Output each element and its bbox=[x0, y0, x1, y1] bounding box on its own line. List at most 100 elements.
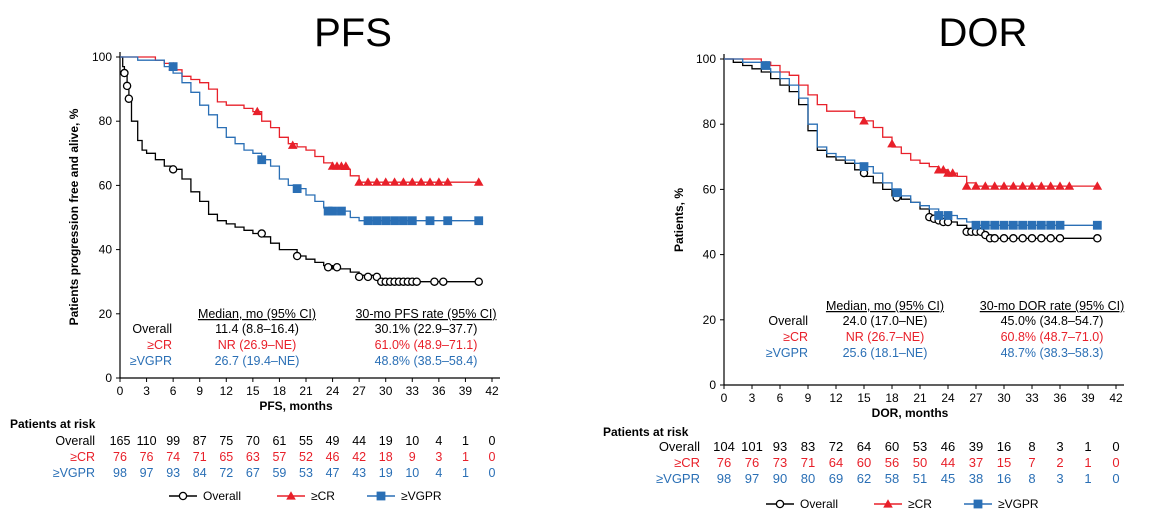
table-median-value: NR (26.9–NE) bbox=[218, 338, 297, 352]
table-median-value: NR (26.7–NE) bbox=[846, 330, 925, 344]
censor-mark-overall bbox=[122, 81, 132, 91]
at-risk-count: 7 bbox=[1028, 455, 1035, 470]
at-risk-count: 98 bbox=[113, 466, 127, 480]
at-risk-count: 55 bbox=[299, 434, 313, 448]
at-risk-row-label: ≥VGPR bbox=[53, 466, 95, 480]
table-row-label: Overall bbox=[768, 314, 808, 328]
at-risk-count: 83 bbox=[801, 439, 815, 454]
x-tick-label: 12 bbox=[829, 391, 843, 405]
censor-mark-vgpr bbox=[892, 188, 902, 198]
table-rate-value: 60.8% (48.7–71.0) bbox=[1001, 330, 1104, 344]
censor-mark-vgpr bbox=[372, 216, 382, 226]
y-tick-label: 0 bbox=[105, 371, 112, 385]
censor-mark-overall bbox=[363, 272, 373, 282]
censor-mark-overall bbox=[120, 68, 129, 78]
censor-mark-overall bbox=[474, 277, 483, 286]
x-tick-label: 42 bbox=[485, 384, 499, 398]
at-risk-count: 0 bbox=[1112, 471, 1119, 486]
table-row-label: ≥CR bbox=[147, 338, 172, 352]
at-risk-count: 10 bbox=[405, 434, 419, 448]
x-tick-label: 6 bbox=[170, 384, 177, 398]
legend-label-vgpr: ≥VGPR bbox=[998, 497, 1039, 511]
table-row-label: Overall bbox=[132, 322, 172, 336]
censor-mark-cr bbox=[1036, 181, 1047, 190]
censor-mark-vgpr bbox=[328, 206, 337, 216]
at-risk-count: 45 bbox=[941, 471, 955, 486]
censor-mark-vgpr bbox=[1036, 220, 1046, 230]
at-risk-count: 76 bbox=[745, 455, 759, 470]
at-risk-count: 1 bbox=[462, 466, 469, 480]
at-risk-row-label: ≥VGPR bbox=[656, 471, 700, 486]
legend-marker-cr bbox=[883, 499, 893, 508]
censor-mark-overall bbox=[439, 277, 448, 286]
x-tick-label: 15 bbox=[857, 391, 871, 405]
at-risk-count: 8 bbox=[1028, 471, 1035, 486]
at-risk-count: 76 bbox=[113, 450, 127, 464]
at-risk-count: 18 bbox=[379, 450, 393, 464]
censor-mark-vgpr bbox=[443, 216, 453, 226]
x-tick-label: 30 bbox=[379, 384, 393, 398]
at-risk-count: 3 bbox=[1056, 471, 1063, 486]
legend: Overall ≥CR ≥VGPR bbox=[766, 497, 1039, 511]
at-risk-count: 9 bbox=[409, 450, 416, 464]
x-tick-label: 3 bbox=[749, 391, 756, 405]
y-tick-label: 0 bbox=[709, 378, 716, 392]
x-tick-label: 39 bbox=[459, 384, 473, 398]
x-tick-label: 18 bbox=[273, 384, 287, 398]
x-tick-label: 9 bbox=[196, 384, 203, 398]
at-risk-count: 64 bbox=[829, 455, 843, 470]
at-risk-count: 60 bbox=[885, 439, 899, 454]
censor-mark-overall bbox=[412, 277, 421, 286]
at-risk-count: 87 bbox=[193, 434, 207, 448]
censor-mark-cr bbox=[434, 177, 444, 186]
censor-mark-vgpr bbox=[292, 184, 302, 194]
x-tick-label: 27 bbox=[352, 384, 366, 398]
y-tick-label: 80 bbox=[703, 117, 717, 131]
y-tick-label: 80 bbox=[99, 114, 113, 128]
series-line-overall bbox=[120, 56, 479, 283]
censor-mark-overall bbox=[1037, 234, 1046, 243]
at-risk-count: 70 bbox=[246, 434, 260, 448]
censor-mark-cr bbox=[938, 165, 949, 174]
at-risk-count: 44 bbox=[352, 434, 366, 448]
at-risk-count: 62 bbox=[857, 471, 871, 486]
at-risk-count: 4 bbox=[435, 466, 442, 480]
y-tick-label: 60 bbox=[99, 178, 113, 192]
x-tick-label: 24 bbox=[941, 391, 955, 405]
censor-mark-vgpr bbox=[934, 211, 944, 220]
censor-mark-cr bbox=[1008, 181, 1019, 190]
series-line-overall bbox=[724, 58, 1098, 239]
at-risk-title: Patients at risk bbox=[603, 425, 689, 439]
censor-mark-cr bbox=[473, 177, 484, 186]
at-risk-count: 1 bbox=[1084, 455, 1091, 470]
at-risk-row-label: ≥CR bbox=[674, 455, 700, 470]
censor-mark-vgpr bbox=[1046, 220, 1056, 230]
censor-mark-vgpr bbox=[323, 206, 333, 216]
x-tick-label: 3 bbox=[143, 384, 150, 398]
at-risk-count: 57 bbox=[272, 450, 286, 464]
legend-label-cr: ≥CR bbox=[311, 489, 335, 503]
censor-mark-cr bbox=[398, 177, 409, 186]
censor-mark-cr bbox=[1017, 181, 1028, 190]
x-tick-label: 21 bbox=[299, 384, 313, 398]
at-risk-count: 76 bbox=[717, 455, 731, 470]
x-axis-label: PFS, months bbox=[259, 399, 333, 413]
at-risk-count: 0 bbox=[489, 434, 496, 448]
at-risk-count: 61 bbox=[272, 434, 286, 448]
x-tick-label: 12 bbox=[220, 384, 234, 398]
at-risk-count: 16 bbox=[997, 471, 1011, 486]
table-median-value: 24.0 (17.0–NE) bbox=[843, 314, 928, 328]
at-risk-count: 165 bbox=[110, 434, 131, 448]
y-tick-label: 100 bbox=[696, 52, 716, 66]
at-risk-count: 76 bbox=[140, 450, 154, 464]
censor-mark-cr bbox=[1055, 181, 1065, 190]
x-tick-label: 33 bbox=[1025, 391, 1039, 405]
at-risk-count: 74 bbox=[166, 450, 180, 464]
at-risk-count: 19 bbox=[379, 466, 393, 480]
censor-mark-cr bbox=[416, 177, 426, 186]
at-risk-count: 50 bbox=[913, 455, 927, 470]
censor-mark-cr bbox=[1092, 181, 1103, 190]
censor-mark-overall bbox=[1018, 234, 1027, 243]
at-risk-count: 1 bbox=[462, 434, 469, 448]
